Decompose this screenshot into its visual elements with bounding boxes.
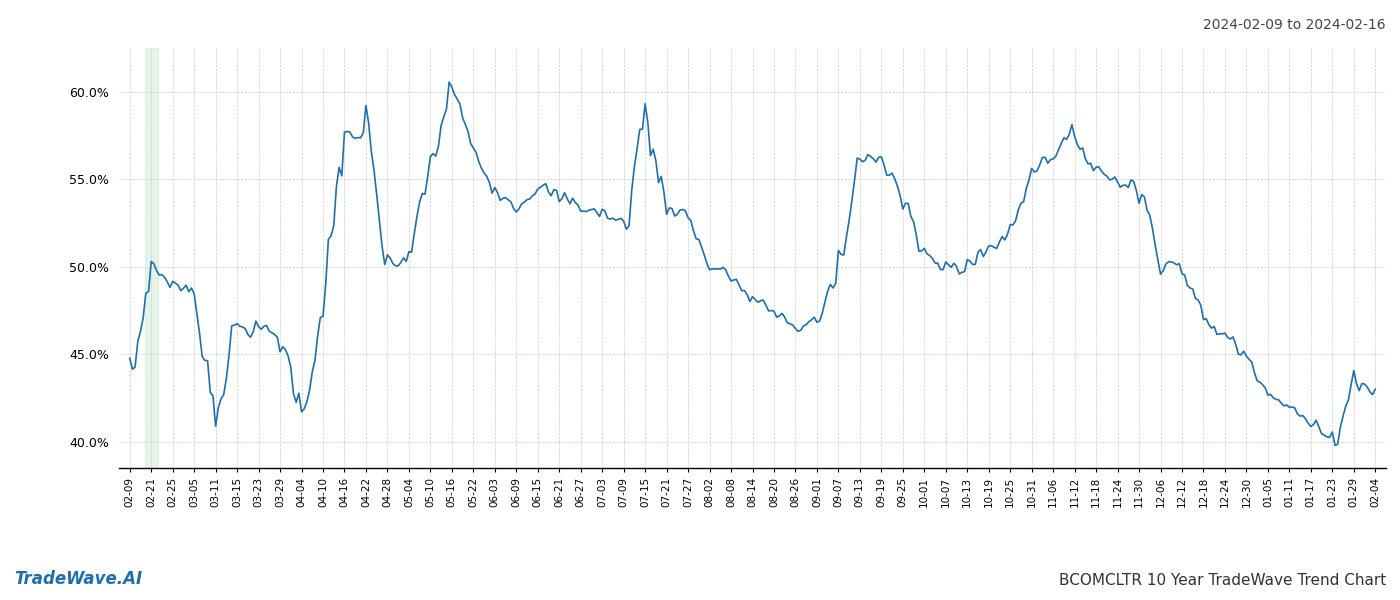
Text: 2024-02-09 to 2024-02-16: 2024-02-09 to 2024-02-16 [1204, 18, 1386, 32]
Text: TradeWave.AI: TradeWave.AI [14, 570, 143, 588]
Bar [144, 48, 158, 468]
Text: BCOMCLTR 10 Year TradeWave Trend Chart: BCOMCLTR 10 Year TradeWave Trend Chart [1058, 573, 1386, 588]
